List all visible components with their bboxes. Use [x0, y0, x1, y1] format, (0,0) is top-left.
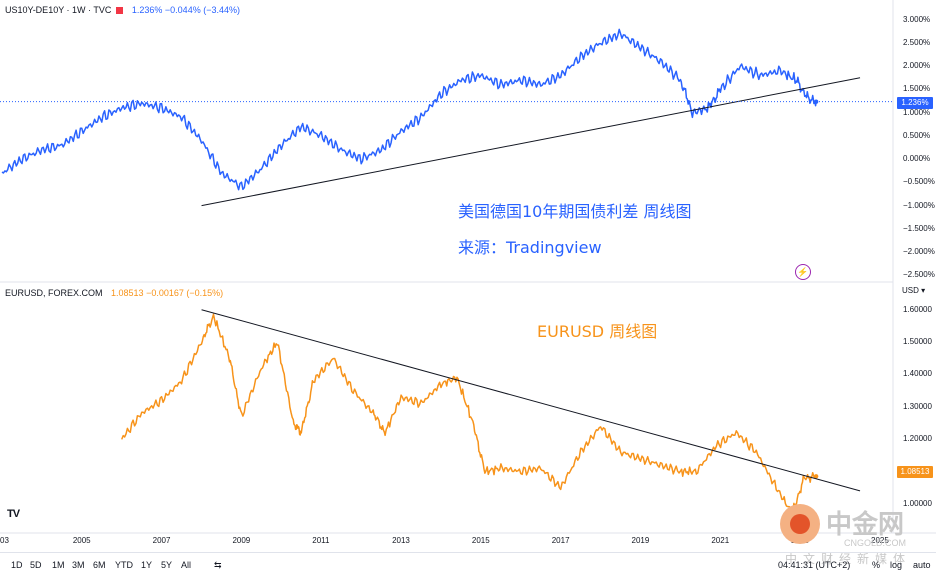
log-toggle[interactable]: log	[890, 560, 903, 570]
spread-trendline	[201, 77, 861, 207]
spread-series-line	[1, 28, 817, 191]
xtick-label: 2005	[72, 536, 91, 545]
spread-ytick-label: −2.500%	[903, 270, 935, 280]
timeframe-button-6m[interactable]: 6M	[93, 560, 106, 570]
xtick-label: 2025	[871, 536, 889, 545]
spread-ytick-label: 1.500%	[903, 84, 931, 94]
xtick-label: 2007	[152, 536, 171, 545]
eurusd-series-line	[121, 313, 817, 518]
eurusd-ytick-label: 1.40000	[903, 369, 932, 379]
eurusd-ytick-label: 1.50000	[903, 337, 932, 347]
xtick-label: 2015	[471, 536, 490, 545]
timeframe-button-1m[interactable]: 1M	[52, 560, 65, 570]
spread-ytick-label: 2.500%	[903, 37, 931, 47]
watermark-brand: 中金网	[826, 510, 905, 540]
timeframe-button-3m[interactable]: 3M	[72, 560, 85, 570]
xtick-label: 03	[0, 536, 9, 545]
xtick-label: 2013	[392, 536, 410, 545]
lightning-icon[interactable]: ⚡	[795, 264, 811, 280]
timeframe-button-all[interactable]: All	[181, 560, 192, 570]
spread-ytick-label: −2.000%	[903, 247, 935, 257]
eurusd-price-tag: 1.08513	[897, 466, 933, 478]
xtick-label: 2009	[232, 536, 251, 545]
eurusd-ytick-label: 1.00000	[903, 498, 932, 508]
xtick-label: 2019	[631, 536, 650, 545]
watermark-domain: CNGOLD.COM	[844, 538, 907, 548]
timeframe-button-5y[interactable]: 5Y	[161, 560, 173, 570]
spread-ytick-label: −0.500%	[903, 177, 935, 187]
timeframe-button-1y[interactable]: 1Y	[141, 560, 153, 570]
timeframe-button-ytd[interactable]: YTD	[115, 560, 133, 570]
spread-ytick-label: 1.000%	[903, 107, 931, 117]
spread-ytick-label: −1.000%	[903, 200, 935, 210]
xtick-label: 2017	[551, 536, 570, 545]
eurusd-ytick-label: 1.30000	[903, 401, 932, 411]
spread-symbol[interactable]: US10Y-DE10Y · 1W · TVC	[5, 5, 112, 15]
auto-toggle[interactable]: auto	[913, 560, 931, 570]
timeframe-button-5d[interactable]: 5D	[30, 560, 42, 570]
date-range-icon[interactable]: ⇆	[214, 560, 222, 570]
percent-toggle[interactable]: %	[872, 560, 881, 570]
bottom-toolbar: 1D 5D 1M 3M 6M YTD 1Y 5Y All ⇆ 04:41:31 (UTC+2) …	[0, 552, 936, 578]
spread-ytick-label: 3.000%	[903, 14, 931, 24]
spread-annotation-source: 来源：Tradingview	[458, 238, 602, 257]
eurusd-annotation-title: EURUSD 周线图	[537, 322, 658, 341]
flag-icon	[116, 7, 124, 14]
watermark-slogan: 中文财经新媒体	[785, 552, 912, 566]
xtick-label: 2021	[711, 536, 730, 545]
spread-ytick-label: 0.000%	[903, 154, 931, 164]
tradingview-logo[interactable]: TV	[7, 508, 20, 520]
spread-values: 1.236% −0.044% (−3.44%)	[131, 5, 240, 15]
eurusd-ytick-label: 1.60000	[903, 304, 932, 314]
eurusd-symbol[interactable]: EURUSD, FOREX.COM	[5, 288, 103, 298]
spread-ytick-label: 2.000%	[903, 61, 931, 71]
spread-annotation-title: 美国德国10年期国债利差 周线图	[458, 202, 692, 221]
spread-ytick-label: 0.500%	[903, 130, 931, 140]
xtick-label: 2011	[312, 536, 330, 545]
spread-ytick-label: −1.500%	[903, 223, 935, 233]
timeframe-button-1d[interactable]: 1D	[11, 560, 23, 570]
eurusd-trendline	[201, 309, 861, 492]
eurusd-legend[interactable]: EURUSD, FOREX.COM 1.08513 −0.00167 (−0.1…	[5, 288, 223, 298]
watermark-logo-inner	[790, 514, 810, 534]
currency-menu[interactable]: USD ▾	[902, 286, 926, 295]
eurusd-ytick-label: 1.20000	[903, 434, 932, 444]
eurusd-last-point	[813, 474, 819, 479]
eurusd-values: 1.08513 −0.00167 (−0.15%)	[111, 288, 224, 298]
spread-legend[interactable]: US10Y-DE10Y · 1W · TVC 1.236% −0.044% (−…	[5, 5, 240, 15]
clock-label[interactable]: 04:41:31 (UTC+2)	[778, 560, 851, 570]
spread-price-tag: 1.236%	[897, 97, 933, 109]
